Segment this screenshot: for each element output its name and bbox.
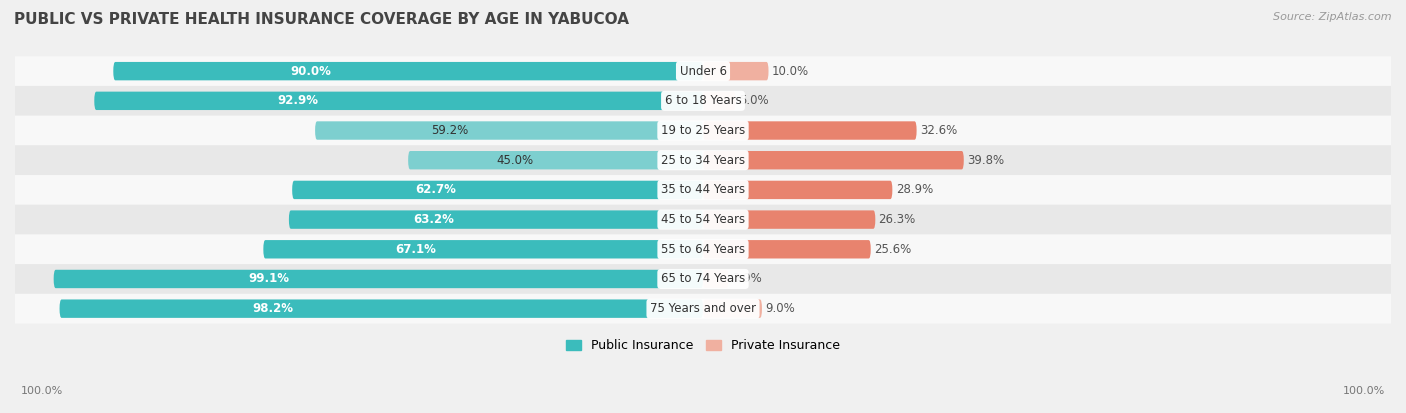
Text: 63.2%: 63.2%	[413, 213, 454, 226]
Text: 45.0%: 45.0%	[496, 154, 534, 167]
FancyBboxPatch shape	[15, 56, 1391, 86]
FancyBboxPatch shape	[59, 299, 703, 318]
Text: 32.6%: 32.6%	[920, 124, 957, 137]
FancyBboxPatch shape	[94, 92, 703, 110]
FancyBboxPatch shape	[15, 264, 1391, 294]
Legend: Public Insurance, Private Insurance: Public Insurance, Private Insurance	[561, 335, 845, 357]
FancyBboxPatch shape	[53, 270, 703, 288]
Text: 90.0%: 90.0%	[290, 65, 330, 78]
Text: 39.8%: 39.8%	[967, 154, 1004, 167]
Text: 19 to 25 Years: 19 to 25 Years	[661, 124, 745, 137]
FancyBboxPatch shape	[15, 86, 1391, 116]
FancyBboxPatch shape	[15, 205, 1391, 235]
FancyBboxPatch shape	[292, 181, 703, 199]
Text: 28.9%: 28.9%	[896, 183, 934, 197]
Text: 25 to 34 Years: 25 to 34 Years	[661, 154, 745, 167]
Text: 92.9%: 92.9%	[277, 94, 318, 107]
FancyBboxPatch shape	[703, 92, 735, 110]
FancyBboxPatch shape	[703, 62, 769, 81]
Text: 67.1%: 67.1%	[395, 243, 436, 256]
Text: 10.0%: 10.0%	[772, 65, 808, 78]
FancyBboxPatch shape	[315, 121, 703, 140]
Text: 25.6%: 25.6%	[875, 243, 911, 256]
FancyBboxPatch shape	[15, 294, 1391, 323]
FancyBboxPatch shape	[263, 240, 703, 259]
FancyBboxPatch shape	[288, 210, 703, 229]
Text: Source: ZipAtlas.com: Source: ZipAtlas.com	[1274, 12, 1392, 22]
FancyBboxPatch shape	[703, 151, 963, 169]
Text: 100.0%: 100.0%	[1343, 387, 1385, 396]
FancyBboxPatch shape	[114, 62, 703, 81]
FancyBboxPatch shape	[703, 210, 876, 229]
FancyBboxPatch shape	[15, 145, 1391, 175]
FancyBboxPatch shape	[408, 151, 703, 169]
FancyBboxPatch shape	[15, 116, 1391, 145]
Text: 99.1%: 99.1%	[249, 273, 290, 285]
Text: 100.0%: 100.0%	[21, 387, 63, 396]
Text: 65 to 74 Years: 65 to 74 Years	[661, 273, 745, 285]
FancyBboxPatch shape	[15, 175, 1391, 205]
FancyBboxPatch shape	[703, 121, 917, 140]
Text: 45 to 54 Years: 45 to 54 Years	[661, 213, 745, 226]
Text: 62.7%: 62.7%	[415, 183, 457, 197]
Text: Under 6: Under 6	[679, 65, 727, 78]
FancyBboxPatch shape	[703, 240, 870, 259]
Text: 9.0%: 9.0%	[765, 302, 794, 315]
FancyBboxPatch shape	[703, 270, 728, 288]
FancyBboxPatch shape	[15, 235, 1391, 264]
Text: 75 Years and over: 75 Years and over	[650, 302, 756, 315]
Text: 35 to 44 Years: 35 to 44 Years	[661, 183, 745, 197]
Text: PUBLIC VS PRIVATE HEALTH INSURANCE COVERAGE BY AGE IN YABUCOA: PUBLIC VS PRIVATE HEALTH INSURANCE COVER…	[14, 12, 628, 27]
Text: 98.2%: 98.2%	[253, 302, 294, 315]
Text: 59.2%: 59.2%	[432, 124, 468, 137]
Text: 3.9%: 3.9%	[733, 273, 762, 285]
FancyBboxPatch shape	[703, 299, 762, 318]
Text: 55 to 64 Years: 55 to 64 Years	[661, 243, 745, 256]
Text: 5.0%: 5.0%	[740, 94, 769, 107]
FancyBboxPatch shape	[703, 181, 893, 199]
Text: 26.3%: 26.3%	[879, 213, 915, 226]
Text: 6 to 18 Years: 6 to 18 Years	[665, 94, 741, 107]
